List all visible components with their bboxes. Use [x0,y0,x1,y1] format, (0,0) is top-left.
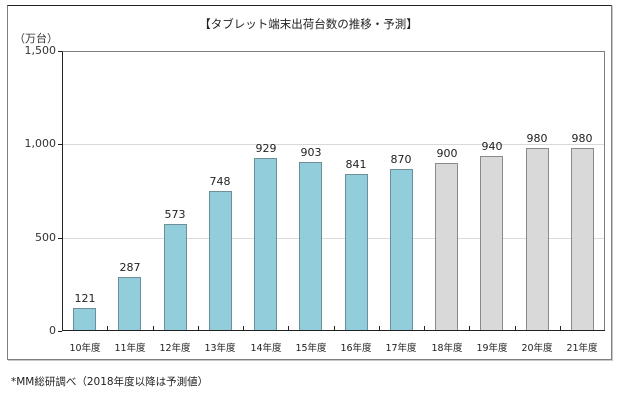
bar-actual [254,158,277,331]
bar-forecast [571,148,594,331]
bar-actual [164,224,187,331]
x-tick-mark [515,326,516,330]
bar-value-label: 980 [571,132,593,145]
x-tick-mark [198,326,199,330]
x-tick-label: 20年度 [521,343,553,354]
bar-actual [390,169,413,331]
y-axis-unit-label: （万台） [14,32,58,45]
y-tick-mark [58,238,62,239]
bar-actual [73,308,96,331]
x-tick-mark [107,326,108,330]
bar-value-label: 929 [255,142,277,155]
x-tick-mark [560,326,561,330]
bar-actual [345,174,368,331]
bar-forecast [526,148,549,331]
bar-value-label: 903 [300,146,322,159]
x-tick-mark [379,326,380,330]
bar-value-label: 900 [436,147,458,160]
x-tick-label: 14年度 [250,343,282,354]
bar-forecast [480,156,503,331]
x-tick-label: 13年度 [204,343,236,354]
x-tick-label: 11年度 [114,343,146,354]
x-tick-mark [288,326,289,330]
x-tick-mark [243,326,244,330]
y-tick-label: 1,000 [24,137,57,150]
y-tick-mark [58,331,62,332]
x-tick-mark [469,326,470,330]
bar-value-label: 573 [164,208,186,221]
bar-value-label: 121 [74,292,96,305]
x-tick-label: 15年度 [295,343,327,354]
x-tick-label: 17年度 [385,343,417,354]
bar-value-label: 841 [345,158,367,171]
source-note: *MM総研調べ（2018年度以降は予測値） [11,376,209,388]
x-axis-line [62,330,605,331]
bar-value-label: 980 [526,132,548,145]
y-tick-mark [58,144,62,145]
plot-area [62,51,605,331]
x-tick-label: 18年度 [431,343,463,354]
y-tick-mark [58,51,62,52]
y-tick-label: 0 [49,324,56,337]
gridline [62,238,605,239]
x-tick-mark [334,326,335,330]
bar-actual [118,277,141,331]
bar-value-label: 287 [119,261,141,274]
x-tick-label: 10年度 [69,343,101,354]
bar-value-label: 940 [481,140,503,153]
y-tick-label: 1,500 [24,44,57,57]
bar-actual [299,162,322,331]
x-tick-label: 12年度 [159,343,191,354]
gridline [62,144,605,145]
x-tick-mark [153,326,154,330]
x-tick-label: 16年度 [340,343,372,354]
y-tick-label: 500 [35,231,56,244]
x-tick-label: 21年度 [566,343,598,354]
bar-forecast [435,163,458,331]
x-tick-mark [424,326,425,330]
bar-actual [209,191,232,331]
bar-value-label: 748 [209,175,231,188]
bar-value-label: 870 [390,153,412,166]
x-tick-label: 19年度 [476,343,508,354]
chart-title: 【タブレット端末出荷台数の推移・予測】 [199,17,418,31]
